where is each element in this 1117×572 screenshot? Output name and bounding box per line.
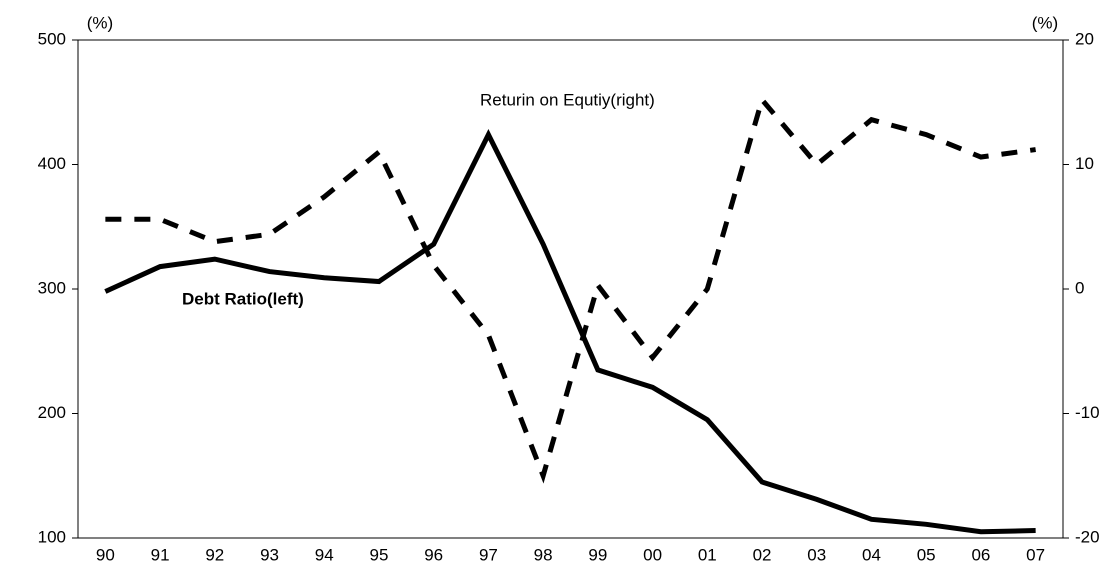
x-tick-label: 98 — [534, 545, 553, 564]
y2-axis-label: (%) — [1032, 13, 1058, 32]
x-tick-label: 91 — [151, 545, 170, 564]
line-series — [105, 94, 1036, 484]
y-axis-label: (%) — [87, 13, 113, 32]
line-series — [104, 129, 1036, 535]
x-tick-label: 92 — [205, 545, 224, 564]
x-tick-label: 01 — [698, 545, 717, 564]
x-tick-label: 99 — [588, 545, 607, 564]
x-tick-label: 07 — [1026, 545, 1045, 564]
x-tick-label: 05 — [917, 545, 936, 564]
y2-tick-label: 20 — [1075, 29, 1094, 48]
y-tick-label: 300 — [38, 278, 66, 297]
x-tick-label: 03 — [807, 545, 826, 564]
x-tick-label: 93 — [260, 545, 279, 564]
y2-tick-label: 10 — [1075, 154, 1094, 173]
y-tick-label: 200 — [38, 403, 66, 422]
x-tick-label: 04 — [862, 545, 881, 564]
x-tick-label: 96 — [424, 545, 443, 564]
y2-tick-label: 0 — [1075, 278, 1084, 297]
x-tick-label: 97 — [479, 545, 498, 564]
x-tick-label: 00 — [643, 545, 662, 564]
y-tick-label: 400 — [38, 154, 66, 173]
y2-tick-label: -10 — [1075, 403, 1100, 422]
series-label: Debt Ratio(left) — [182, 289, 304, 308]
y-tick-label: 100 — [38, 527, 66, 546]
x-tick-label: 95 — [370, 545, 389, 564]
x-tick-label: 02 — [753, 545, 772, 564]
series-label: Returin on Equtiy(right) — [480, 90, 655, 109]
x-tick-label: 90 — [96, 545, 115, 564]
x-tick-label: 94 — [315, 545, 334, 564]
y-tick-label: 500 — [38, 29, 66, 48]
x-tick-label: 06 — [971, 545, 990, 564]
y2-tick-label: -20 — [1075, 527, 1100, 546]
